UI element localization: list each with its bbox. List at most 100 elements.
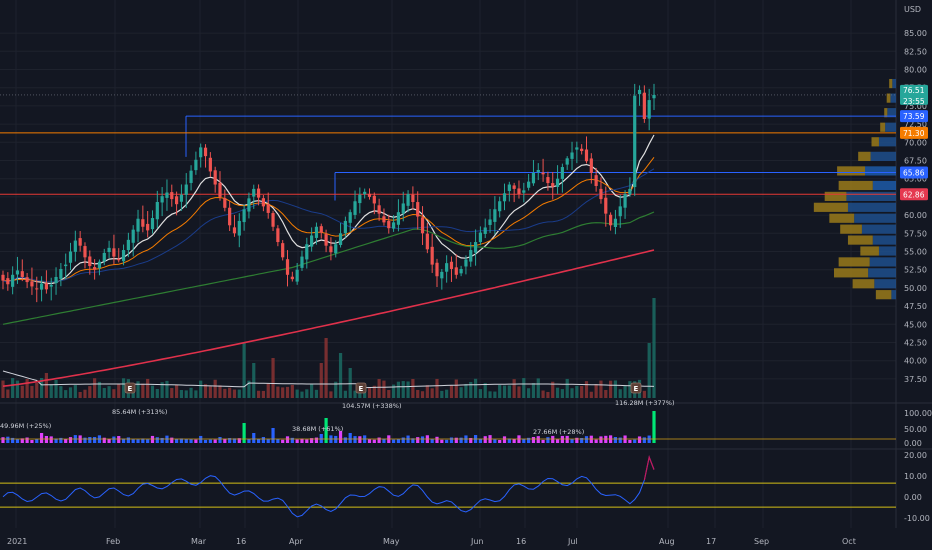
volume-bar [261,390,265,398]
vp-sell-bar [880,122,886,132]
price-tick-label: 85.00 [904,29,927,38]
candle-body [310,235,314,247]
volume-bar [155,388,159,398]
price-tick-label: 47.50 [904,302,927,311]
volume-ma-line [2,370,655,389]
volume-bar [565,378,569,398]
candle-body [445,263,449,272]
relative-volume-bar [276,439,280,443]
volume-bar [411,379,415,398]
vp-buy-bar [846,191,896,201]
relative-volume-bar [54,438,58,443]
relative-volume-bar [49,436,53,443]
volume-bar [454,379,458,398]
relative-volume-bar [584,436,589,443]
relative-volume-bar [285,436,290,443]
volume-bar [372,385,376,398]
candle-body [575,147,579,150]
vp-sell-bar [858,151,871,161]
relative-volume-bar [628,439,632,443]
candle-body [594,175,598,186]
volume-bar [449,385,454,398]
relative-volume-bar [493,439,497,443]
relative-volume-bar [498,439,502,443]
volume-bar [6,389,10,398]
volume-bar [141,383,145,398]
candle-body [551,183,555,187]
vp-buy-bar [878,137,896,147]
candle-body [117,258,121,261]
candle-body [213,170,217,185]
volume-bar [54,380,58,398]
relative-volume-bar [184,439,188,443]
volume-bar [478,389,482,398]
candle-body [189,170,193,183]
relative-volume-bar [353,436,357,443]
volume-bar [575,385,579,398]
candle-body [478,232,482,243]
candle-body [64,264,68,267]
relative-volume-bar [382,438,386,443]
price-tick-label: 37.50 [904,375,927,384]
relative-volume-bar [314,437,319,443]
volume-bar [44,373,48,398]
candles [1,83,656,303]
last-price-badge: 76.51 [903,86,925,95]
volume-bar [117,383,121,398]
relative-volume-bar [367,439,372,443]
volume-bar [334,381,338,398]
volume-bar [271,358,275,398]
time-tick-label: 17 [706,537,716,546]
relative-volume-bar [445,439,449,443]
relative-volume-bar [203,439,208,443]
volume-bar [319,363,323,398]
candle-body [136,218,140,232]
vp-buy-bar [891,290,896,300]
volume-bar [30,385,34,398]
candle-body [420,217,425,234]
relative-volume-bar [411,438,415,443]
volume-bar [189,387,193,398]
vp-buy-bar [874,279,896,289]
volume-bar [406,381,410,398]
relative-volume-pane: 49.96M (+25%) 85.64M (+313%) 104.57M (+338… [0,399,932,448]
earnings-marker-box [630,382,642,394]
volume-bar [329,391,333,398]
relative-volume-bar [599,436,603,443]
relative-volume-bar [560,435,564,443]
candle-body [473,242,478,253]
vp-sell-bar [847,235,873,245]
candle-body [319,226,323,233]
relative-volume-bar [334,435,338,443]
volume-bar [285,386,290,398]
oscillator-line [2,455,655,518]
candle-body [97,261,102,269]
volume-bar [555,387,560,398]
last-price-badge-bg [900,84,928,105]
candle-body [435,262,439,277]
relative-volume-bar [392,439,396,443]
candle-body [498,201,502,212]
volume-bar [440,390,444,398]
volume-bar [218,385,222,398]
candle-body [252,188,256,197]
candle-body [141,219,145,227]
relative-volume-bar [160,437,164,443]
candle-body [49,284,53,287]
vp-buy-bar [861,224,896,234]
candle-body [488,219,492,225]
volume-bar [310,383,314,398]
relative-volume-bar [469,437,473,443]
relative-volume-bar [580,438,584,443]
relative-volume-bar [6,436,10,443]
volume-bar [541,390,545,398]
vp-buy-bar [865,166,896,176]
relative-volume-bar [35,439,39,443]
candle-body [54,276,58,284]
volume-bar [150,385,155,398]
relative-volume-bar [536,436,540,443]
candle-body [266,204,270,213]
candle-body [363,191,367,195]
vp-sell-bar [838,257,870,267]
